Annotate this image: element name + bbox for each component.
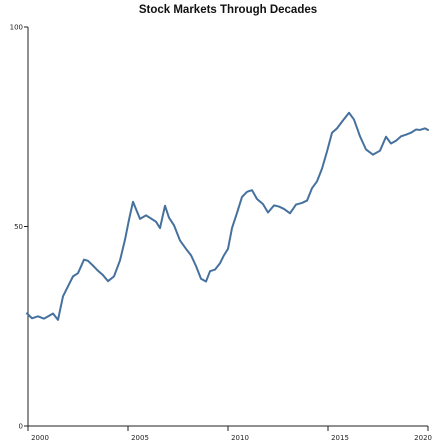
series-layer: [26, 111, 429, 321]
y-axis: 0 50 100: [10, 24, 29, 431]
x-axis: 2000 2005 2010 2015 2020: [27, 425, 432, 442]
x-tick-label: 2005: [131, 434, 149, 442]
series-line-0: [26, 111, 429, 321]
x-tick-label: 2020: [414, 434, 432, 442]
x-tick-label: 2000: [31, 434, 49, 442]
y-tick-label: 50: [14, 223, 23, 231]
x-tick-label: 2010: [231, 434, 249, 442]
y-tick-label: 100: [10, 24, 23, 32]
x-tick-label: 2015: [331, 434, 349, 442]
y-tick-label: 0: [19, 423, 23, 431]
chart-title: Stock Markets Through Decades: [139, 4, 317, 16]
